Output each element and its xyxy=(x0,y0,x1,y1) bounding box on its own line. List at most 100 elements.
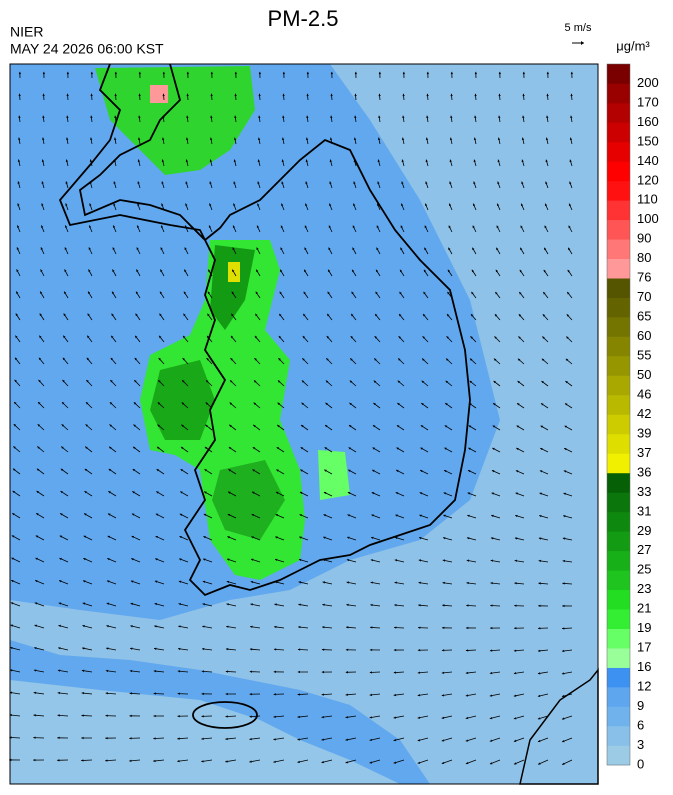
wind-arrow-head xyxy=(106,602,110,605)
wind-arrow-head xyxy=(11,579,14,583)
wind-arrow-head xyxy=(255,313,258,317)
wind-arrow xyxy=(87,291,93,299)
wind-arrow xyxy=(518,291,525,299)
wind-arrow xyxy=(9,713,21,717)
wind-arrow-head xyxy=(420,447,423,450)
wind-arrow xyxy=(304,247,309,255)
wind-arrow-head xyxy=(130,647,133,650)
wind-arrow-head xyxy=(17,159,21,162)
wind-arrow xyxy=(490,581,501,585)
wind-arrow xyxy=(562,759,573,765)
wind-arrow-head xyxy=(492,425,496,428)
wind-arrow xyxy=(280,225,285,233)
wind-arrow-head xyxy=(490,604,493,607)
wind-arrow xyxy=(11,535,21,541)
colorbar-label: 46 xyxy=(637,386,651,401)
wind-arrow xyxy=(322,626,333,629)
wind-arrow xyxy=(491,514,501,519)
wind-arrow xyxy=(369,671,381,674)
wind-arrow-head xyxy=(281,137,285,140)
wind-arrow xyxy=(136,225,141,233)
wind-arrow xyxy=(16,247,21,255)
wind-arrow xyxy=(136,269,141,277)
wind-arrow-head xyxy=(40,291,43,294)
colorbar-label: 60 xyxy=(637,328,651,343)
wind-arrow-head xyxy=(513,739,517,742)
wind-arrow xyxy=(186,71,190,79)
wind-arrow-head xyxy=(421,403,424,406)
wind-arrow xyxy=(251,491,261,497)
wind-arrow xyxy=(159,269,165,277)
wind-arrow xyxy=(41,159,45,167)
wind-arrow-head xyxy=(397,402,400,406)
wind-arrow xyxy=(251,536,261,541)
wind-arrow-head xyxy=(42,137,45,140)
wind-arrow xyxy=(57,714,69,717)
wind-arrow-head xyxy=(159,291,163,295)
wind-arrow-head xyxy=(136,269,139,272)
wind-arrow xyxy=(208,247,213,255)
wind-arrow xyxy=(521,159,525,167)
wind-arrow xyxy=(489,649,501,652)
wind-arrow-head xyxy=(233,181,236,184)
wind-arrow xyxy=(467,514,477,519)
wind-arrow-head xyxy=(330,115,333,119)
wind-arrow xyxy=(228,469,237,475)
colorbar-cell xyxy=(607,414,630,435)
wind-arrow-head xyxy=(444,447,447,450)
wind-arrow xyxy=(322,581,333,585)
wind-arrow xyxy=(83,557,93,563)
wind-arrow xyxy=(371,491,381,497)
colorbar-cell xyxy=(607,648,630,668)
wind-arrow xyxy=(469,380,477,387)
wind-arrow-head xyxy=(474,93,477,97)
wind-arrow xyxy=(305,137,309,145)
wind-arrow-head xyxy=(419,514,422,517)
wind-arrow-head xyxy=(517,380,520,384)
wind-arrow-head xyxy=(467,514,470,518)
wind-arrow xyxy=(541,358,549,365)
wind-arrow xyxy=(160,247,165,255)
wind-arrow-head xyxy=(306,71,310,75)
wind-arrow-head xyxy=(258,115,261,119)
wind-arrow-head xyxy=(514,604,517,607)
wind-arrow xyxy=(561,671,573,675)
wind-arrow xyxy=(299,491,309,497)
wind-arrow-head xyxy=(395,492,399,495)
wind-arrow xyxy=(57,691,69,695)
wind-arrow xyxy=(184,247,189,255)
wind-arrow-head xyxy=(521,159,524,163)
wind-arrow-head xyxy=(378,71,382,75)
wind-arrow-head xyxy=(137,159,141,162)
datetime: MAY 24 2026 06:00 KST xyxy=(10,41,164,57)
wind-arrow-head xyxy=(517,358,521,362)
wind-arrow-head xyxy=(372,447,376,450)
wind-arrow-head xyxy=(159,313,162,317)
wind-arrow-head xyxy=(350,358,353,361)
wind-arrow xyxy=(281,137,285,145)
wind-arrow-head xyxy=(514,559,518,563)
wind-arrow xyxy=(58,580,69,585)
wind-arrow-head xyxy=(449,203,452,207)
wind-arrow xyxy=(297,693,309,696)
wind-arrow-head xyxy=(156,469,160,472)
wind-arrow xyxy=(446,313,453,321)
wind-arrow xyxy=(85,424,93,431)
wind-arrow-head xyxy=(227,536,230,539)
wind-arrow-head xyxy=(563,492,566,495)
wind-arrow xyxy=(491,470,501,475)
wind-arrow-head xyxy=(426,71,430,75)
wind-arrow-head xyxy=(132,469,136,472)
wind-arrow-head xyxy=(18,137,21,140)
wind-arrow-head xyxy=(277,380,281,383)
wind-arrow xyxy=(202,580,213,585)
wind-arrow xyxy=(10,646,21,651)
wind-arrow-head xyxy=(227,513,231,517)
wind-arrow-head xyxy=(328,269,331,273)
wind-arrow-head xyxy=(490,581,493,585)
wind-arrow xyxy=(232,247,237,255)
wind-arrow xyxy=(64,269,69,277)
wind-arrow xyxy=(184,225,189,233)
wind-arrow xyxy=(562,559,573,563)
wind-arrow xyxy=(400,203,405,211)
